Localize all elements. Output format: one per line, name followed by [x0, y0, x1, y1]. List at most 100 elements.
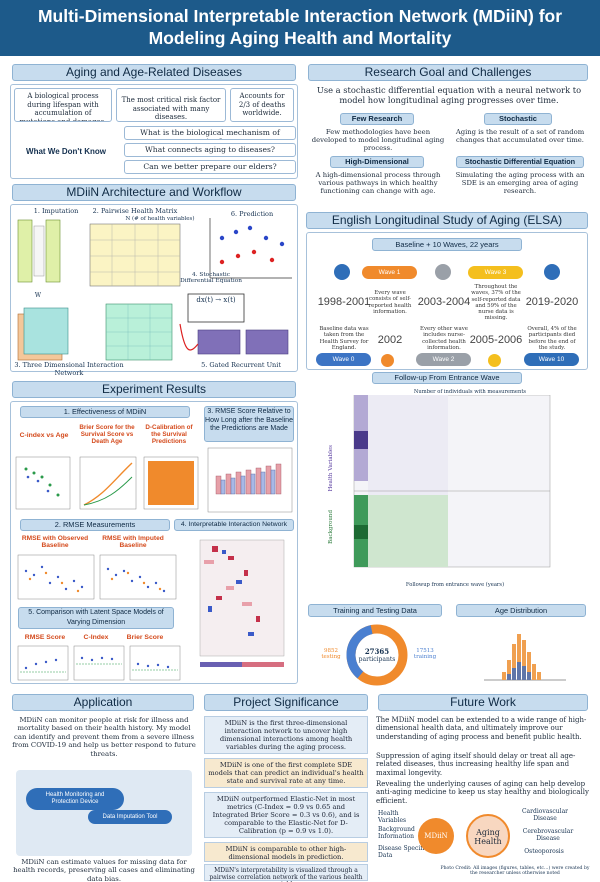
calendar-icon	[544, 264, 560, 280]
wave2-text: Every other wave includes nurse-collecte…	[420, 326, 468, 351]
app-text-1: MDiiN can monitor people at risk for ill…	[12, 716, 196, 758]
waves-bar: Baseline + 10 Waves, 22 years	[372, 238, 522, 251]
exp-s3: 3. RMSE Score Relative to How Long after…	[204, 406, 294, 442]
question-1: What is the biological mechanism of agin…	[124, 126, 296, 140]
bulb-icon	[488, 354, 501, 367]
wave10-year: 2019-2020	[525, 296, 579, 308]
sig-item-3: MDiiN outperformed Elastic-Net in most m…	[204, 792, 368, 838]
poster-title: Multi-Dimensional Interpretable Interact…	[0, 0, 600, 56]
question-3: Can we better prepare our elders?	[124, 160, 296, 174]
exp-brier: Brier Score for the Survival Score vs De…	[79, 424, 135, 445]
future-input-2: Background Information	[378, 826, 415, 840]
future-output-1: Cardiovascular Disease	[521, 808, 569, 822]
app-header: Application	[12, 694, 194, 711]
exp-s2: 2. RMSE Measurements	[20, 519, 170, 531]
arch-w: W	[34, 292, 42, 299]
few-research-title: Few Research	[340, 113, 414, 125]
sig-item-2: MDiiN is one of the first complete SDE m…	[204, 758, 368, 788]
arch-pairwise: 2. Pairwise Health Matrix	[92, 207, 178, 215]
imputation-tag: Data Imputation Tool	[88, 810, 172, 824]
arch-3d: 3. Three Dimensional Interaction Network	[14, 361, 124, 377]
exp-s4: 4. Interpretable Interaction Network	[174, 519, 294, 531]
stochastic-text: Aging is the result of a set of random c…	[455, 128, 585, 144]
future-output-3: Osteoporosis	[524, 848, 564, 855]
followup-x-label: Followup from entrance wave (years)	[405, 582, 505, 588]
rmse-plots	[17, 554, 177, 600]
future-aging-circle: Aging Health	[466, 814, 510, 858]
title-line-2: Modeling Aging Health and Mortality	[148, 28, 452, 48]
wave1-year: 2002	[377, 334, 403, 346]
arch-imputation: 1. Imputation	[33, 207, 79, 215]
arch-equation: dx(t) → x(t)	[196, 296, 236, 304]
exp-dcal: D-Calibration of the Survival Prediction…	[145, 424, 193, 445]
latent-plots	[17, 645, 181, 681]
exp-s5: 5. Comparison with Latent Space Models o…	[18, 607, 174, 629]
gru-block	[197, 329, 241, 355]
elsa-header: English Longitudinal Study of Aging (ELS…	[306, 212, 588, 229]
high-dim-title: High-Dimensional	[330, 156, 424, 168]
rmse-boxplot	[207, 447, 293, 513]
wave0-pill: Wave 0	[316, 353, 371, 366]
output-column	[45, 219, 61, 283]
train-test-donut	[346, 624, 408, 686]
aging-header: Aging and Age-Related Diseases	[12, 64, 296, 81]
exp-latent-cindex: C-Index	[83, 634, 109, 641]
exp-latent-brier: Brier Score	[126, 634, 164, 641]
age-title: Age Distribution	[456, 604, 586, 617]
participants-label: participants	[358, 656, 396, 663]
photo-credit: Photo Credit: All images (figures, table…	[440, 866, 590, 877]
followup-top-label: Number of individuals with measurements	[413, 389, 527, 395]
exp-rmse-imputed: RMSE with Imputed Baseline	[102, 535, 164, 549]
future-header: Future Work	[378, 694, 588, 711]
testing-label: 9852 testing	[321, 648, 341, 660]
exp-cindex: C-index vs Age	[19, 432, 69, 439]
followup-heatmap	[353, 395, 551, 568]
effectiveness-plots	[15, 456, 199, 510]
app-text-2: MDiiN can estimate values for missing da…	[13, 858, 195, 882]
train-title: Training and Testing Data	[308, 604, 442, 617]
wave1-pill: Wave 1	[362, 266, 417, 279]
age-histogram	[484, 634, 566, 681]
wave3-text: Throughout the waves, 37% of the self-re…	[471, 284, 521, 322]
title-line-1: Multi-Dimensional Interpretable Interact…	[37, 6, 563, 26]
exp-latent-rmse: RMSE Score	[24, 634, 66, 641]
followup-health-label: Health Variables	[328, 445, 334, 492]
monitor-tag: Health Monitoring and Protection Device	[26, 788, 124, 810]
unknown-label: What We Don't Know	[26, 147, 106, 156]
arch-sde: 4. Stochastic Differential Equation	[180, 272, 242, 284]
people-icon	[435, 264, 451, 280]
arch-n: N (# of health variables)	[125, 216, 195, 222]
sig-item-5: MDiiN's interpretability is visualized t…	[204, 864, 368, 882]
followup-bg-label: Background	[328, 510, 334, 544]
wave3-year: 2005-2006	[469, 334, 523, 346]
future-p3: Revealing the underlying causes of aging…	[376, 780, 589, 805]
wave10-text: Overall, 4% of the participants died bef…	[527, 326, 577, 351]
encoder-block	[33, 225, 45, 277]
aging-definition: A biological process during lifespan wit…	[14, 88, 112, 122]
few-research-text: Few methodologies have been developed to…	[311, 128, 445, 152]
future-p2: Suppression of aging itself should delay…	[376, 752, 576, 777]
future-mdiin-circle: MDiiN	[418, 818, 454, 854]
stochastic-title: Stochastic	[484, 113, 552, 125]
aging-risk-factor: The most critical risk factor associated…	[116, 88, 226, 122]
sig-header: Project Significance	[204, 694, 368, 711]
wave2-pill: Wave 2	[416, 353, 471, 366]
sde-text: Simulating the aging process with an SDE…	[455, 171, 585, 195]
sig-item-1: MDiiN is the first three-dimensional int…	[204, 716, 368, 754]
gru-block-2	[245, 329, 289, 355]
network-stack-front	[23, 307, 69, 355]
exp-header: Experiment Results	[12, 381, 296, 398]
training-label: 17513 training	[413, 648, 437, 660]
future-input-3: Disease Specific Data	[378, 845, 428, 859]
followup-title: Follow-up From Entrance Wave	[372, 372, 522, 384]
wave0-year: 1998-2001	[317, 296, 371, 308]
arch-header: MDiiN Architecture and Workflow	[12, 184, 296, 201]
location-icon	[334, 264, 350, 280]
exp-s1: 1. Effectiveness of MDiiN	[20, 406, 190, 418]
gru-arrow	[179, 323, 199, 351]
participants-count: 27365	[364, 647, 390, 656]
interaction-heatmap	[199, 539, 285, 667]
arch-gru: 5. Gated Recurrent Unit	[201, 361, 281, 369]
aging-deaths: Accounts for 2/3 of deaths worldwide.	[230, 88, 294, 122]
goal-intro: Use a stochastic differential equation w…	[316, 85, 582, 105]
